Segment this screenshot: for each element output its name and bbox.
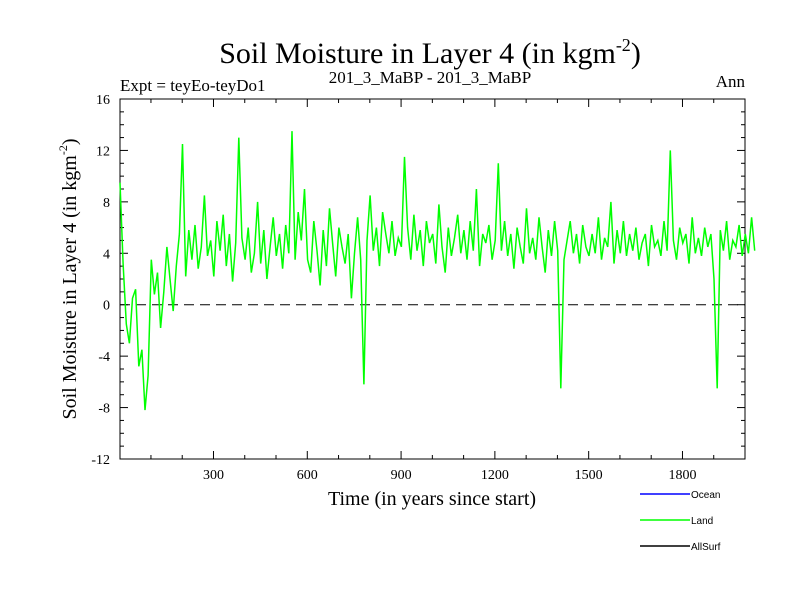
x-tick-label: 1500 (575, 468, 603, 483)
y-tick-label: 0 (103, 299, 110, 314)
chart-title-superscript: -2 (616, 35, 631, 55)
y-tick-label: 16 (96, 93, 110, 108)
chart-title: Soil Moisture in Layer 4 (in kgm-2) (219, 35, 641, 70)
series-line-land (119, 131, 756, 411)
y-tick-label: -12 (91, 453, 110, 468)
y-tick-label: 12 (96, 144, 110, 159)
x-tick-label: 1800 (668, 468, 696, 483)
y-axis-label-close: ) (59, 138, 81, 145)
y-tick-label: -4 (98, 350, 110, 365)
y-tick-label: 4 (103, 247, 110, 262)
x-axis: 300 600 900 1200 1500 1800 (150, 99, 715, 483)
x-tick-label: 1200 (481, 468, 509, 483)
y-axis: -12 -8 -4 0 4 8 12 16 (91, 93, 745, 468)
legend-label-allsurf: AllSurf (691, 542, 721, 553)
legend-label-ocean: Ocean (691, 490, 720, 501)
x-tick-label: 900 (391, 468, 412, 483)
legend-label-land: Land (691, 516, 713, 527)
season-label: Ann (716, 72, 746, 91)
x-axis-label: Time (in years since start) (328, 488, 536, 510)
x-tick-label: 600 (297, 468, 318, 483)
y-axis-label: Soil Moisture in Layer 4 (in kgm-2) (56, 138, 81, 419)
plot-frame (119, 98, 746, 460)
period-label: 201_3_MaBP - 201_3_MaBP (329, 68, 531, 87)
experiment-label: Expt = teyEo-teyDo1 (120, 76, 266, 95)
y-tick-label: 8 (103, 196, 110, 211)
chart-title-close: ) (631, 37, 641, 70)
y-axis-label-superscript: -2 (56, 145, 70, 155)
y-tick-label: -8 (98, 402, 110, 417)
legend: Ocean Land AllSurf (640, 490, 721, 553)
x-tick-label: 300 (203, 468, 224, 483)
